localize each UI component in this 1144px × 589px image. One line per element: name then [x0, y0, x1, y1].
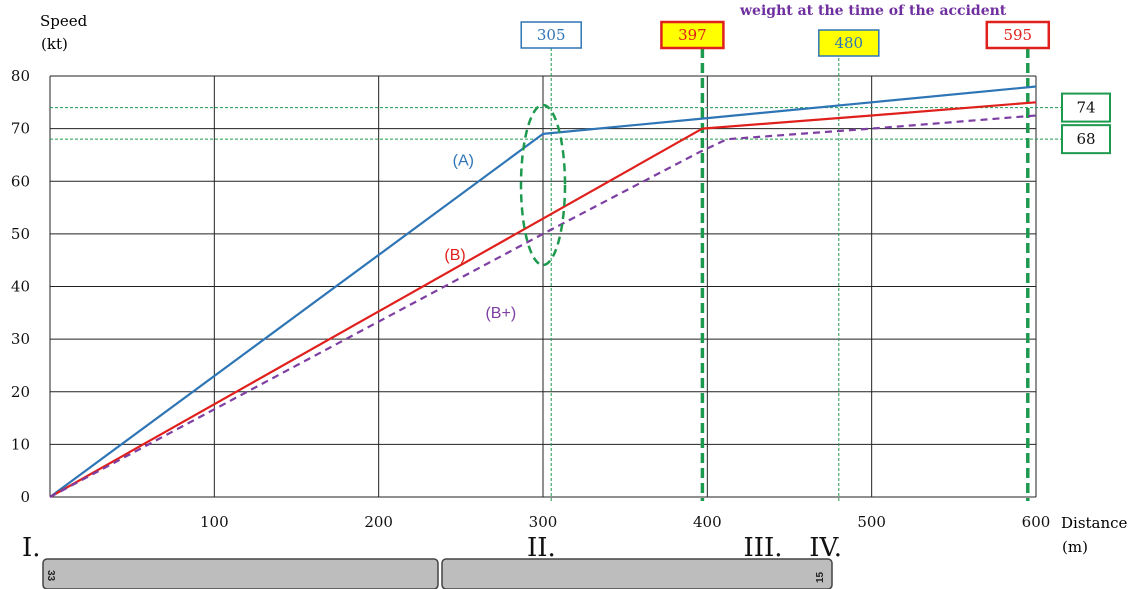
series-label-2: (B+)	[485, 305, 516, 322]
y-tick-label-40: 40	[11, 278, 30, 296]
x-tick-label-200: 200	[364, 513, 393, 531]
ref-box-distance-305	[520, 21, 582, 49]
runway: 33 15	[42, 558, 833, 589]
y-axis-title: Speed	[40, 12, 88, 30]
ref-label-speed-74: 74	[1076, 99, 1095, 117]
y-tick-label-20: 20	[11, 383, 30, 401]
y-tick-label-0: 0	[20, 488, 30, 506]
ref-label-distance-595: 595	[1003, 26, 1032, 44]
x-tick-label-100: 100	[200, 513, 229, 531]
y-tick-label-30: 30	[11, 330, 30, 348]
ref-box-speed-74	[1061, 92, 1111, 123]
x-axis-unit: (m)	[1062, 538, 1088, 556]
ref-box-distance-480	[818, 29, 880, 57]
runway-marking-33: 33	[45, 570, 56, 582]
ref-box-speed-68	[1061, 124, 1111, 155]
series-label-0: (A)	[453, 152, 474, 169]
x-tick-label-500: 500	[857, 513, 886, 531]
x-tick-label-300: 300	[529, 513, 558, 531]
y-tick-label-10: 10	[11, 435, 30, 453]
series-line-0	[49, 85, 1037, 498]
series-lines	[49, 85, 1037, 498]
y-tick-label-50: 50	[11, 225, 30, 243]
y-tick-label-70: 70	[11, 120, 30, 138]
top-note: weight at the time of the accident	[739, 3, 1007, 19]
x-axis-title: Distance	[1061, 514, 1128, 532]
tick-labels: 0 10 20 30 40 50 60 70 80 100 200 300 400 500 600	[11, 67, 1050, 531]
y-tick-label-60: 60	[11, 172, 30, 190]
phase-label-3: IV.	[809, 533, 842, 563]
phase-label-0: I.	[22, 533, 41, 563]
reference-lines	[50, 48, 1062, 501]
ref-box-distance-595	[985, 20, 1051, 50]
y-axis-unit: (kt)	[41, 35, 68, 53]
phase-labels: I. II. III. IV.	[22, 533, 842, 563]
series-line-1	[49, 101, 1037, 498]
runway-left-segment	[42, 558, 439, 589]
x-tick-label-600: 600	[1022, 513, 1051, 531]
ref-box-distance-397	[660, 20, 725, 50]
x-tick-label-400: 400	[693, 513, 722, 531]
phase-label-1: II.	[527, 533, 556, 563]
ref-label-distance-397: 397	[678, 26, 707, 44]
ref-label-distance-305: 305	[537, 26, 566, 44]
phase-label-2: III.	[743, 533, 782, 563]
y-tick-label-80: 80	[11, 67, 30, 85]
reference-label-boxes: 74 68 305 397 480 595	[520, 20, 1111, 155]
series-line-2	[49, 114, 1037, 498]
series-labels: (A) (B) (B+)	[444, 152, 516, 322]
ref-label-distance-480: 480	[834, 34, 863, 52]
series-label-1: (B)	[444, 247, 465, 264]
ref-label-speed-68: 68	[1076, 130, 1095, 148]
runway-right-segment	[441, 558, 833, 589]
runway-marking-15: 15	[815, 571, 826, 583]
highlight-ellipse	[519, 103, 567, 267]
